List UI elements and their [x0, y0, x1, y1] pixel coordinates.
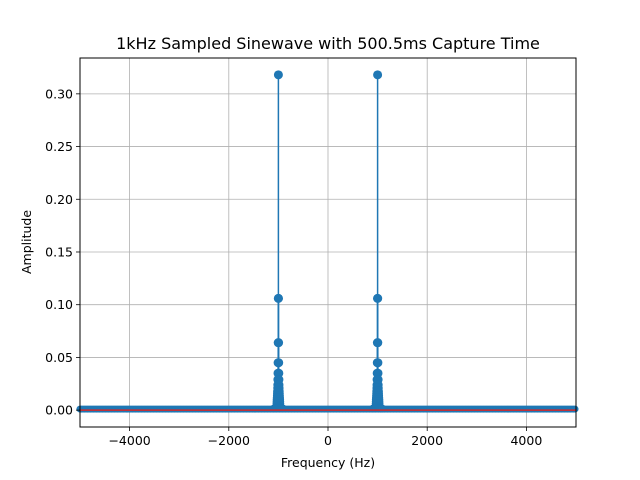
peak-marker — [273, 70, 283, 80]
x-tick-label: 2000 — [411, 433, 443, 448]
peak-marker — [373, 358, 383, 368]
y-tick-label: 0.05 — [45, 350, 73, 365]
x-tick-label: 0 — [324, 433, 332, 448]
peak-marker — [273, 293, 283, 303]
x-tick-label: −2000 — [208, 433, 250, 448]
peak-marker — [373, 338, 383, 348]
x-tick-label: −4000 — [108, 433, 150, 448]
skirt-marker — [279, 404, 288, 413]
data-series — [76, 70, 579, 413]
peak-marker — [373, 70, 383, 80]
chart-title: 1kHz Sampled Sinewave with 500.5ms Captu… — [116, 34, 540, 53]
y-tick-label: 0.25 — [45, 139, 73, 154]
y-tick-label: 0.20 — [45, 192, 73, 207]
skirt-marker — [378, 404, 387, 413]
x-axis-label: Frequency (Hz) — [281, 455, 375, 470]
grid-lines — [80, 58, 576, 427]
y-axis-label: Amplitude — [19, 210, 34, 274]
y-tick-label: 0.00 — [45, 403, 73, 418]
y-tick-label: 0.15 — [45, 244, 73, 259]
peak-marker — [274, 338, 284, 348]
x-axis-ticks: −4000 −2000 0 2000 4000 — [108, 427, 542, 448]
y-tick-label: 0.10 — [45, 297, 73, 312]
y-tick-label: 0.30 — [45, 86, 73, 101]
y-axis-ticks: 0.00 0.05 0.10 0.15 0.20 0.25 0.30 — [45, 86, 80, 418]
peak-marker — [373, 293, 383, 303]
peak-marker — [274, 358, 284, 368]
noise-marker — [571, 405, 579, 413]
x-tick-label: 4000 — [510, 433, 542, 448]
